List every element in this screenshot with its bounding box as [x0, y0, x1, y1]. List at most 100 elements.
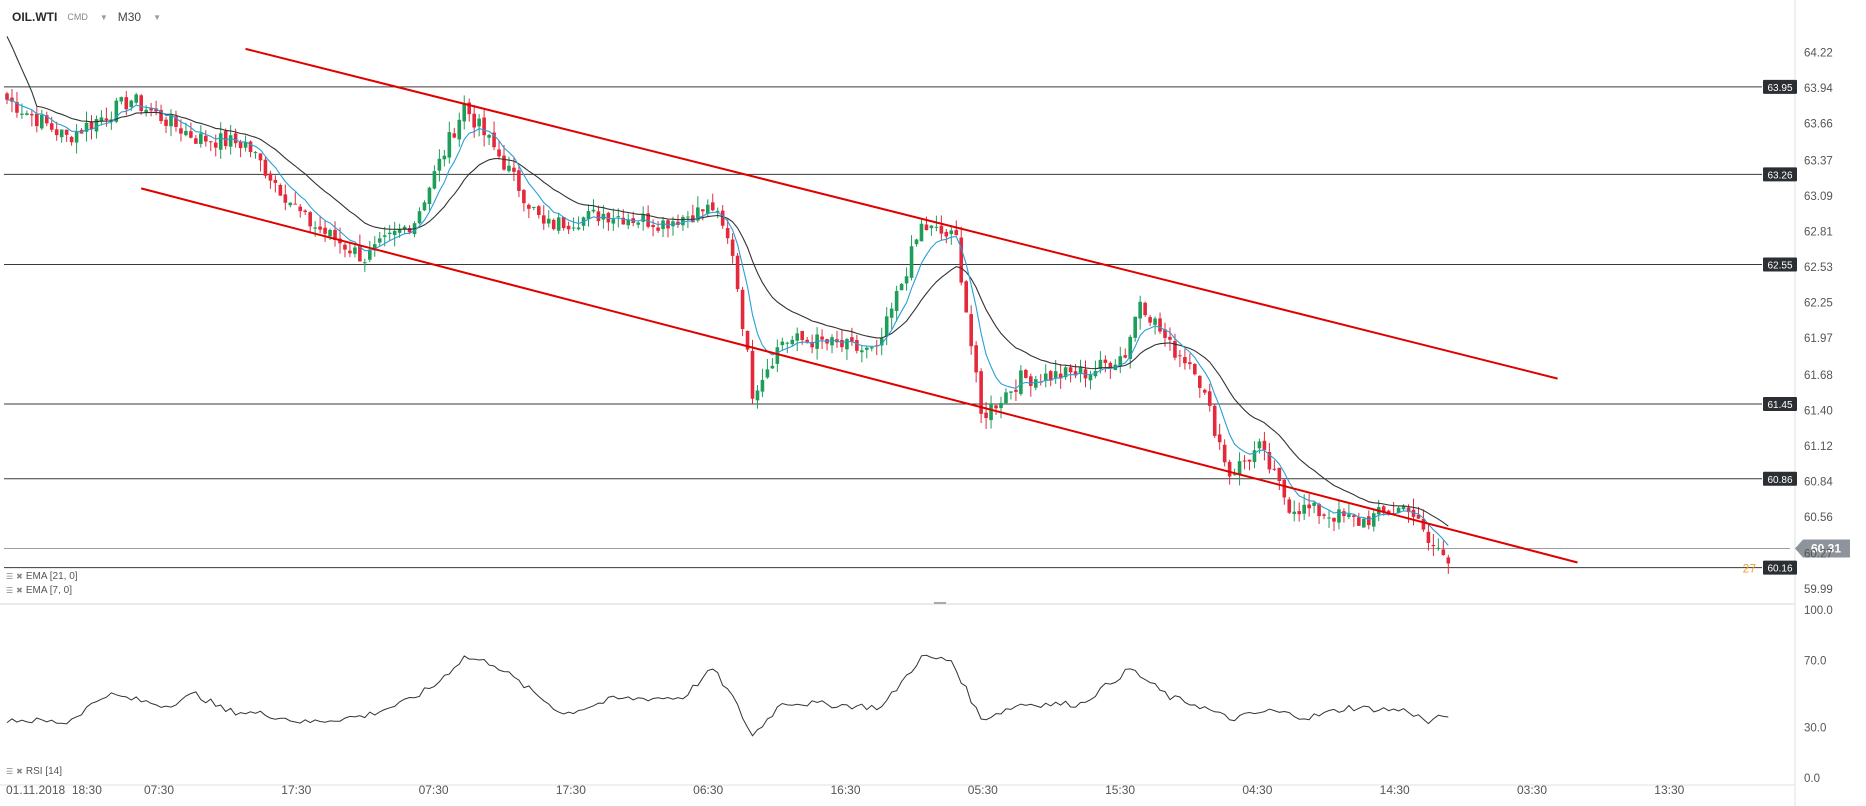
channel-upper-line[interactable]: [245, 47, 1558, 380]
settings-icon[interactable]: ☰: [6, 586, 14, 595]
panel-resize-handle[interactable]: [934, 602, 946, 604]
indicator-rsi[interactable]: ☰ ✖ RSI [14]: [6, 766, 62, 777]
candle: [1178, 349, 1182, 368]
rsi-tick-label: 100.0: [1804, 605, 1833, 617]
candle: [1014, 379, 1018, 401]
candle: [189, 122, 193, 139]
rsi-tick-label: 0.0: [1804, 773, 1820, 785]
candle: [541, 205, 546, 230]
candle: [174, 110, 178, 132]
candle: [705, 199, 710, 218]
candle-countdown: 27: [1743, 562, 1757, 576]
candle: [765, 358, 770, 379]
candle: [507, 156, 511, 173]
candle: [169, 109, 173, 137]
x-tick-label: 04:30: [1242, 783, 1272, 797]
candle: [213, 134, 218, 157]
rsi-panel: 100.0 70.0 30.0 0.0: [6, 605, 1833, 785]
candle: [1252, 441, 1257, 469]
candle: [1292, 500, 1297, 522]
y-tick-label: 63.94: [1804, 83, 1833, 95]
candle: [1033, 375, 1038, 391]
candle: [750, 339, 755, 404]
candle: [199, 125, 203, 148]
candle: [1272, 460, 1277, 471]
candle: [99, 110, 104, 126]
chart-toolbar: OIL.WTI CMD ▼ M30 ▼: [12, 10, 161, 24]
candle: [591, 199, 596, 214]
candle: [1421, 509, 1426, 532]
candle: [964, 280, 969, 313]
chevron-down-icon[interactable]: ▼: [99, 12, 108, 22]
candle: [39, 109, 44, 131]
y-tick-label: 61.97: [1804, 333, 1833, 345]
candle: [1048, 369, 1053, 387]
candle: [899, 282, 904, 291]
close-icon[interactable]: ✖: [16, 767, 23, 776]
candle: [184, 122, 188, 137]
candle: [735, 253, 740, 292]
candle: [795, 327, 800, 352]
close-icon[interactable]: ✖: [16, 572, 23, 581]
candle: [1327, 510, 1331, 528]
candle: [1193, 363, 1197, 376]
candle: [15, 92, 19, 118]
candle: [69, 135, 74, 146]
settings-icon[interactable]: ☰: [6, 572, 14, 581]
candle: [164, 116, 168, 133]
ema7-line: [6, 99, 1449, 546]
candle: [611, 208, 616, 231]
chevron-down-icon[interactable]: ▼: [153, 12, 162, 22]
candle: [1118, 346, 1123, 374]
candle: [755, 385, 760, 409]
symbol-label[interactable]: OIL.WTI: [12, 10, 58, 24]
indicator-ema7[interactable]: ☰ ✖ EMA [7, 0]: [6, 585, 72, 596]
indicator-ema21[interactable]: ☰ ✖ EMA [21, 0]: [6, 571, 78, 582]
candle: [512, 158, 516, 182]
level-tag-label: 62.55: [1767, 260, 1792, 271]
indicator-rsi-label: RSI [14]: [25, 766, 63, 777]
settings-icon[interactable]: ☰: [6, 767, 14, 776]
candle: [502, 145, 506, 171]
candle: [949, 225, 954, 245]
channel-lower-line[interactable]: [140, 187, 1578, 564]
candle: [417, 207, 422, 225]
candle: [919, 217, 924, 242]
y-tick-label: 62.25: [1804, 298, 1833, 310]
level-tag-label: 61.45: [1767, 400, 1792, 411]
candle: [194, 135, 198, 144]
candle: [253, 151, 258, 159]
close-icon[interactable]: ✖: [16, 586, 23, 595]
candle: [248, 140, 253, 158]
indicator-ema21-label: EMA [21, 0]: [25, 571, 78, 582]
current-price-tag: [1795, 539, 1850, 558]
candle: [790, 335, 795, 347]
candle: [1267, 442, 1272, 474]
candle: [904, 267, 909, 291]
candle: [984, 402, 988, 429]
candle: [1217, 423, 1222, 450]
candle: [1103, 355, 1108, 373]
candle: [701, 209, 705, 221]
candle: [1322, 513, 1326, 520]
candle: [929, 225, 934, 236]
candle: [1038, 373, 1043, 386]
gridlines: [0, 0, 1796, 806]
candle: [1352, 513, 1356, 527]
candle: [1222, 439, 1227, 467]
candle: [84, 111, 89, 142]
candle: [556, 212, 561, 234]
candle: [1168, 327, 1172, 351]
candle: [1123, 348, 1128, 359]
candle: [740, 286, 745, 337]
candle: [1436, 538, 1441, 551]
candle: [323, 220, 327, 242]
candle: [884, 307, 889, 346]
candle: [1342, 508, 1346, 523]
candle: [358, 234, 362, 262]
instrument-type: CMD: [67, 12, 88, 22]
candle: [551, 218, 556, 231]
timeframe-selector[interactable]: M30: [117, 10, 142, 24]
candle: [1441, 540, 1446, 556]
